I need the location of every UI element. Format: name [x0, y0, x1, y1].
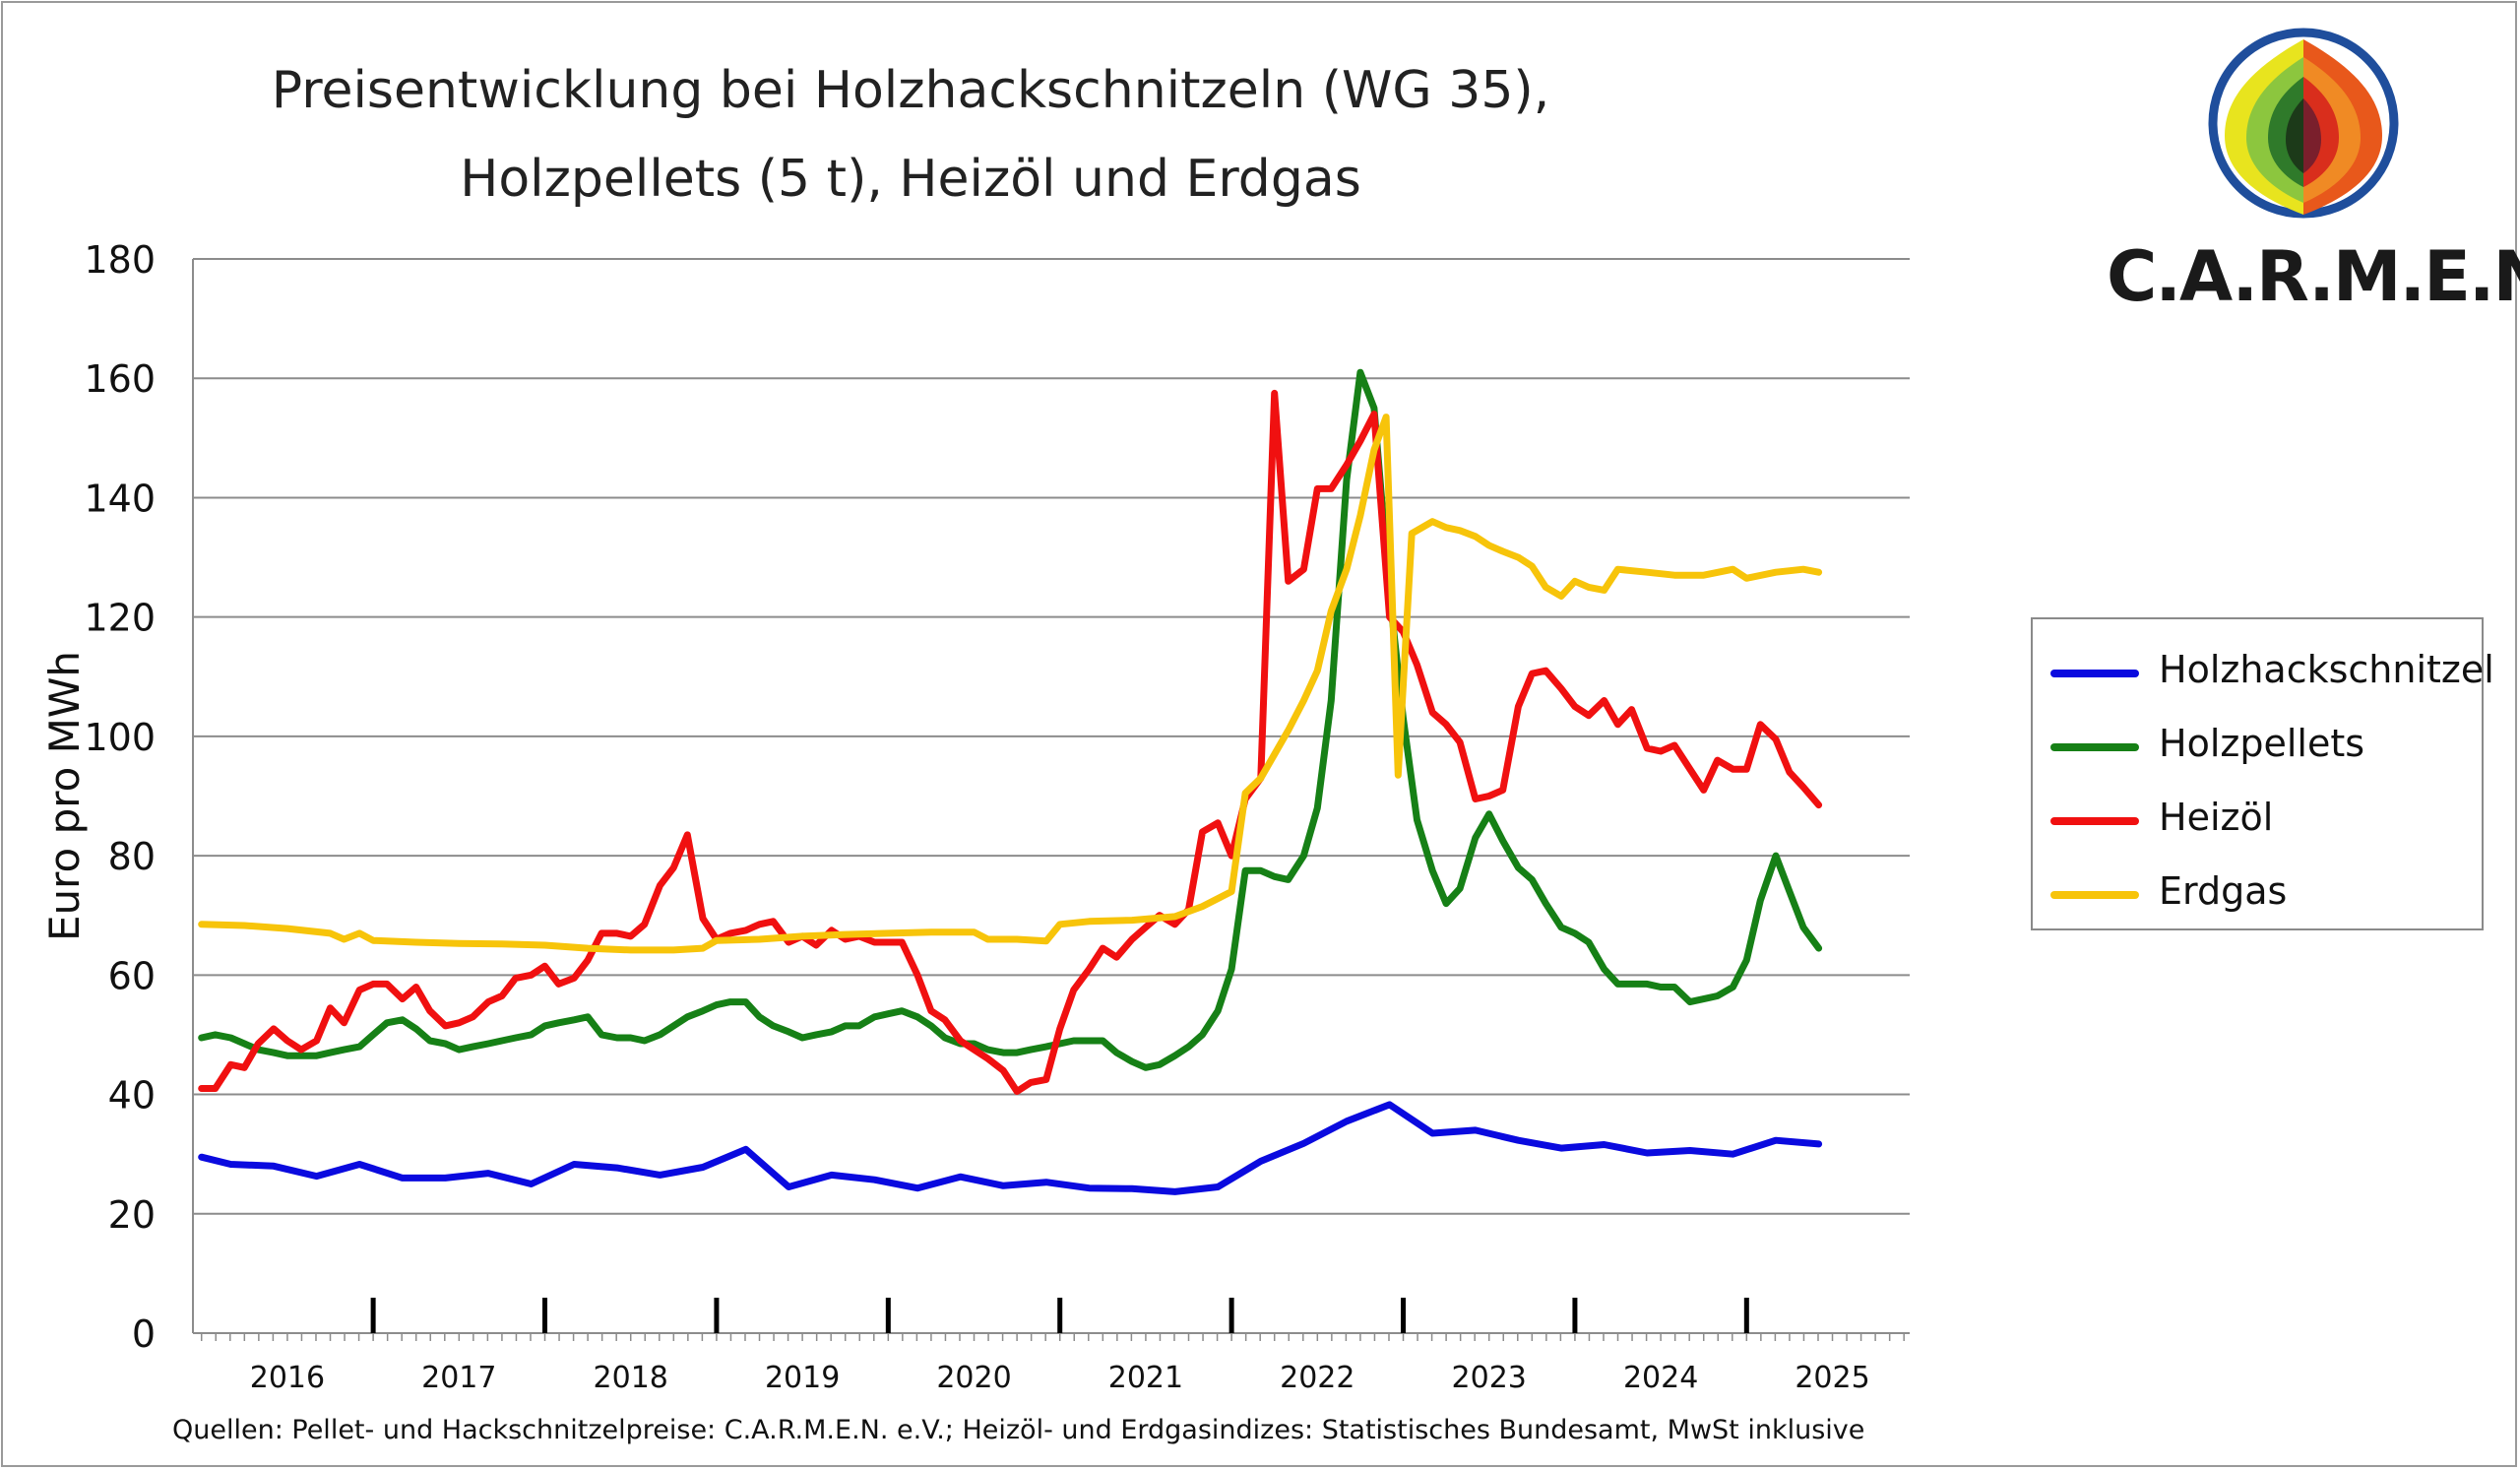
legend-swatch-holzpellets [2050, 743, 2139, 751]
series-line-heizöl [198, 389, 1823, 1095]
x-year-label-2021: 2021 [1108, 1361, 1183, 1395]
x-year-label-2022: 2022 [1280, 1361, 1354, 1395]
chart-title-line-2: Holzpellets (5 t), Heizöl und Erdgas [460, 150, 1361, 209]
x-year-label-2023: 2023 [1452, 1361, 1527, 1395]
series-line-erdgas [198, 414, 1823, 954]
y-tick-label-0: 0 [132, 1312, 156, 1356]
legend-swatch-holzhackschnitzel [2050, 670, 2139, 677]
x-year-label-2018: 2018 [594, 1361, 668, 1395]
legend-item-holzpellets: Holzpellets [2050, 718, 2484, 777]
x-year-label-2016: 2016 [250, 1361, 325, 1395]
y-tick-label-120: 120 [84, 597, 156, 640]
x-year-label-2025: 2025 [1795, 1361, 1869, 1395]
y-tick-label-100: 100 [84, 716, 156, 759]
legend-label-holzhackschnitzel: Holzhackschnitzel [2159, 648, 2494, 691]
legend-item-holzhackschnitzel: Holzhackschnitzel [2050, 644, 2494, 703]
legend-swatch-erdgas [2050, 891, 2139, 899]
series-line-holzhackschnitzel [198, 1101, 1823, 1195]
legend: Holzhackschnitzel Holzpellets Heizöl Erd… [2031, 617, 2494, 930]
x-year-label-2019: 2019 [765, 1361, 840, 1395]
y-tick-label-180: 180 [84, 238, 156, 282]
y-tick-label-60: 60 [108, 954, 156, 997]
legend-item-erdgas: Erdgas [2050, 865, 2484, 925]
series-line-holzpellets [198, 368, 1823, 1071]
source-note: Quellen: Pellet- und Hackschnitzelpreise… [172, 1415, 1865, 1445]
x-year-label-2017: 2017 [421, 1361, 496, 1395]
y-tick-label-20: 20 [108, 1193, 156, 1237]
legend-item-heizoel: Heizöl [2050, 792, 2484, 851]
legend-swatch-heizoel [2050, 817, 2139, 825]
y-tick-label-160: 160 [84, 357, 156, 401]
carmen-logo-text: C.A.R.M.E.N. [2107, 236, 2520, 317]
chart-title-line-1: Preisentwicklung bei Holzhackschnitzeln … [271, 61, 1550, 120]
y-axis-label: Euro pro MWh [40, 651, 89, 941]
legend-label-holzpellets: Holzpellets [2159, 722, 2365, 765]
y-tick-label-140: 140 [84, 477, 156, 520]
x-year-label-2024: 2024 [1623, 1361, 1698, 1395]
legend-label-erdgas: Erdgas [2159, 869, 2288, 913]
y-tick-label-40: 40 [108, 1074, 156, 1118]
carmen-logo-icon [2107, 18, 2500, 313]
y-tick-label-80: 80 [108, 835, 156, 878]
legend-label-heizoel: Heizöl [2159, 796, 2274, 839]
x-year-label-2020: 2020 [936, 1361, 1011, 1395]
